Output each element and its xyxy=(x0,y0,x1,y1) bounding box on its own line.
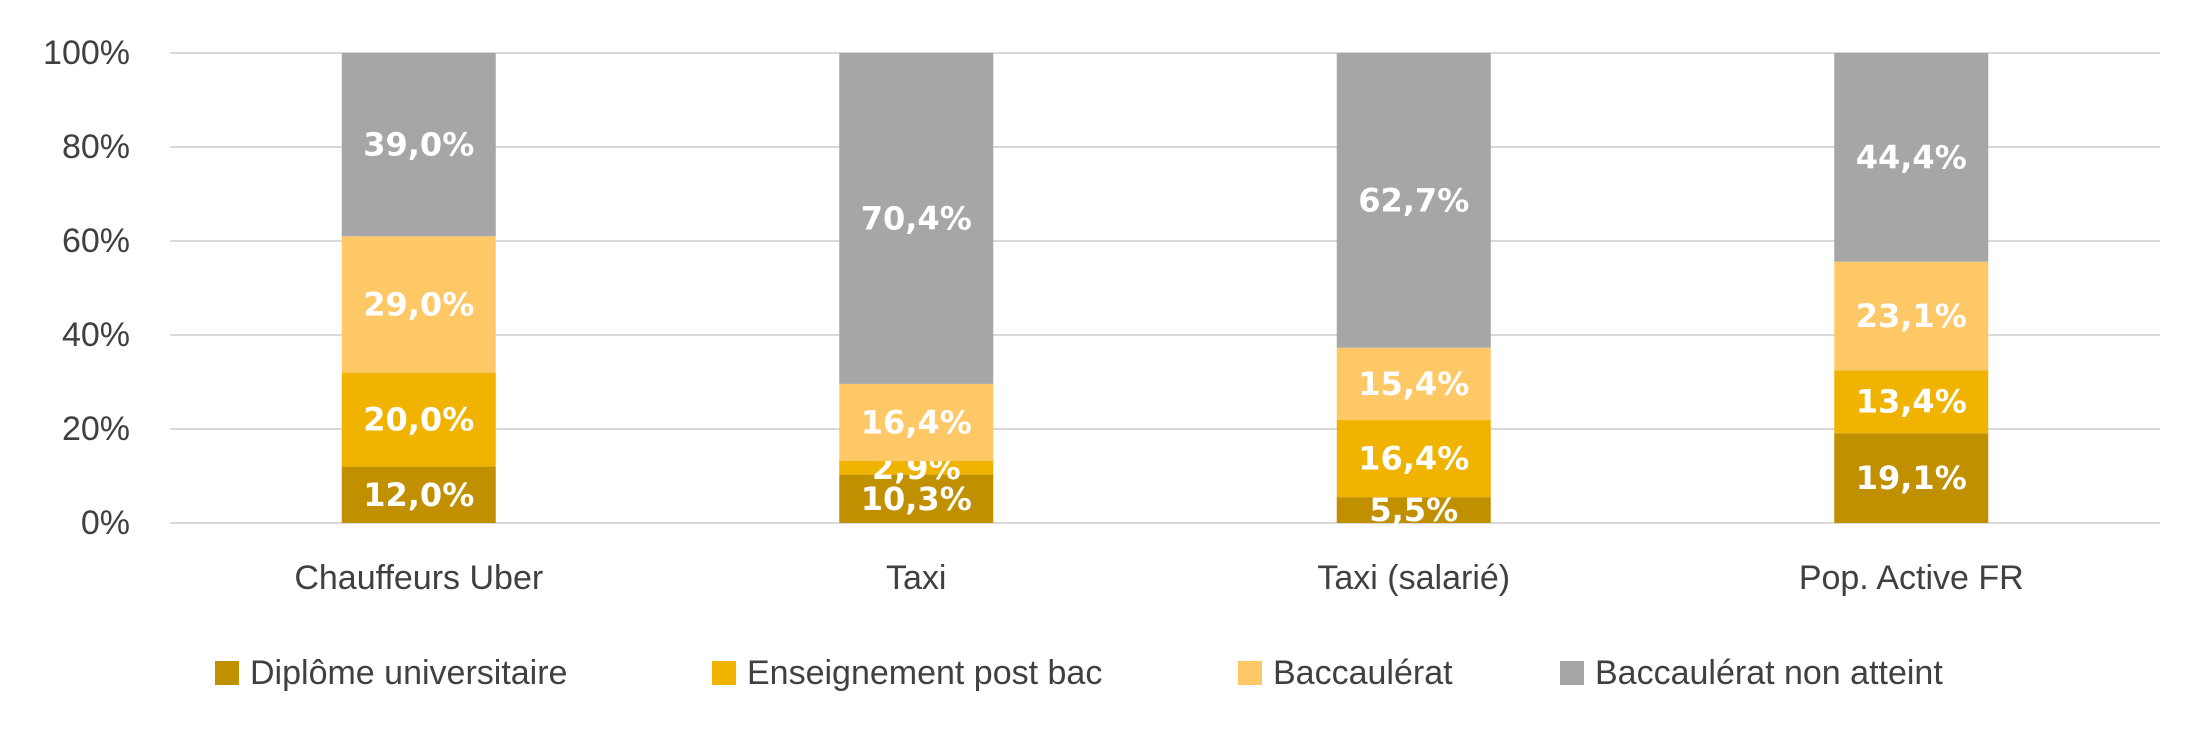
bar-segment-pop-active-fr-diplome-universitaire xyxy=(1834,433,1989,523)
data-label: 20,0% xyxy=(363,401,474,439)
y-tick-label: 20% xyxy=(62,410,130,448)
category-label-pop-active-fr: Pop. Active FR xyxy=(1799,559,2024,597)
data-label: 19,1% xyxy=(1856,459,1967,497)
bar-segment-taxi-enseignement-post-bac xyxy=(839,460,994,475)
bar-segment-taxi-salarie-baccaulerat xyxy=(1336,347,1491,421)
bar-segment-pop-active-fr-enseignement-post-bac xyxy=(1834,370,1989,434)
data-label: 5,5% xyxy=(1369,491,1458,529)
data-label: 13,4% xyxy=(1856,383,1967,421)
data-label: 29,0% xyxy=(363,285,474,323)
data-label: 10,3% xyxy=(861,480,972,518)
data-label: 16,4% xyxy=(861,403,972,441)
bar-segment-taxi-baccaulerat xyxy=(839,383,994,461)
data-label: 70,4% xyxy=(861,199,972,237)
data-label: 12,0% xyxy=(363,476,474,514)
y-tick-label: 100% xyxy=(43,34,130,72)
bar-segment-pop-active-fr-baccaulerat-non-atteint xyxy=(1834,53,1989,262)
legend-label: Baccaulérat xyxy=(1273,654,1453,692)
legend-label: Diplôme universitaire xyxy=(250,654,567,692)
legend-swatch-enseignement-post-bac xyxy=(712,661,736,685)
x-axis-categories: Chauffeurs Uber Taxi Taxi (salarié) Pop. Ac… xyxy=(294,559,2023,597)
gridlines xyxy=(170,52,2160,524)
bar-segment-taxi-baccaulerat-non-atteint xyxy=(839,53,994,384)
legend-swatch-baccaulerat xyxy=(1238,661,1262,685)
bar-segment-taxi-salarie-diplome-universitaire xyxy=(1336,497,1491,523)
bar-segment-chauffeurs-uber-baccaulerat-non-atteint xyxy=(341,53,496,237)
category-label-chauffeurs-uber: Chauffeurs Uber xyxy=(294,559,543,597)
bar-segment-pop-active-fr-baccaulerat xyxy=(1834,261,1989,371)
data-label: 44,4% xyxy=(1856,138,1967,176)
category-label-taxi: Taxi xyxy=(886,559,946,597)
legend: Diplôme universitaire Enseignement post b… xyxy=(215,654,1943,692)
bar-segment-chauffeurs-uber-enseignement-post-bac xyxy=(341,372,496,467)
data-label: 62,7% xyxy=(1358,181,1469,219)
data-label: 23,1% xyxy=(1856,297,1967,335)
category-label-taxi-salarie: Taxi (salarié) xyxy=(1317,559,1510,597)
y-tick-label: 40% xyxy=(62,316,130,354)
legend-swatch-baccaulerat-non-atteint xyxy=(1560,661,1584,685)
legend-swatch-diplome-universitaire xyxy=(215,661,239,685)
bar-segment-taxi-salarie-baccaulerat-non-atteint xyxy=(1336,53,1491,348)
bar-segment-taxi-diplome-universitaire xyxy=(839,474,994,523)
data-label: 39,0% xyxy=(363,126,474,164)
y-tick-label: 60% xyxy=(62,222,130,260)
data-label: 15,4% xyxy=(1358,365,1469,403)
data-label: 16,4% xyxy=(1358,440,1469,478)
bar-segment-chauffeurs-uber-diplome-universitaire xyxy=(341,466,496,523)
legend-label: Enseignement post bac xyxy=(747,654,1102,692)
bar-segment-taxi-salarie-enseignement-post-bac xyxy=(1336,420,1491,498)
bar-segment-chauffeurs-uber-baccaulerat xyxy=(341,236,496,373)
y-tick-label: 0% xyxy=(81,504,130,542)
y-tick-label: 80% xyxy=(62,128,130,166)
y-axis-ticks: 0% 20% 40% 60% 80% 100% xyxy=(43,34,130,542)
legend-label: Baccaulérat non atteint xyxy=(1595,654,1943,692)
bars: 12,0%20,0%29,0%39,0%10,3%2,9%16,4%70,4%5… xyxy=(341,53,1989,529)
